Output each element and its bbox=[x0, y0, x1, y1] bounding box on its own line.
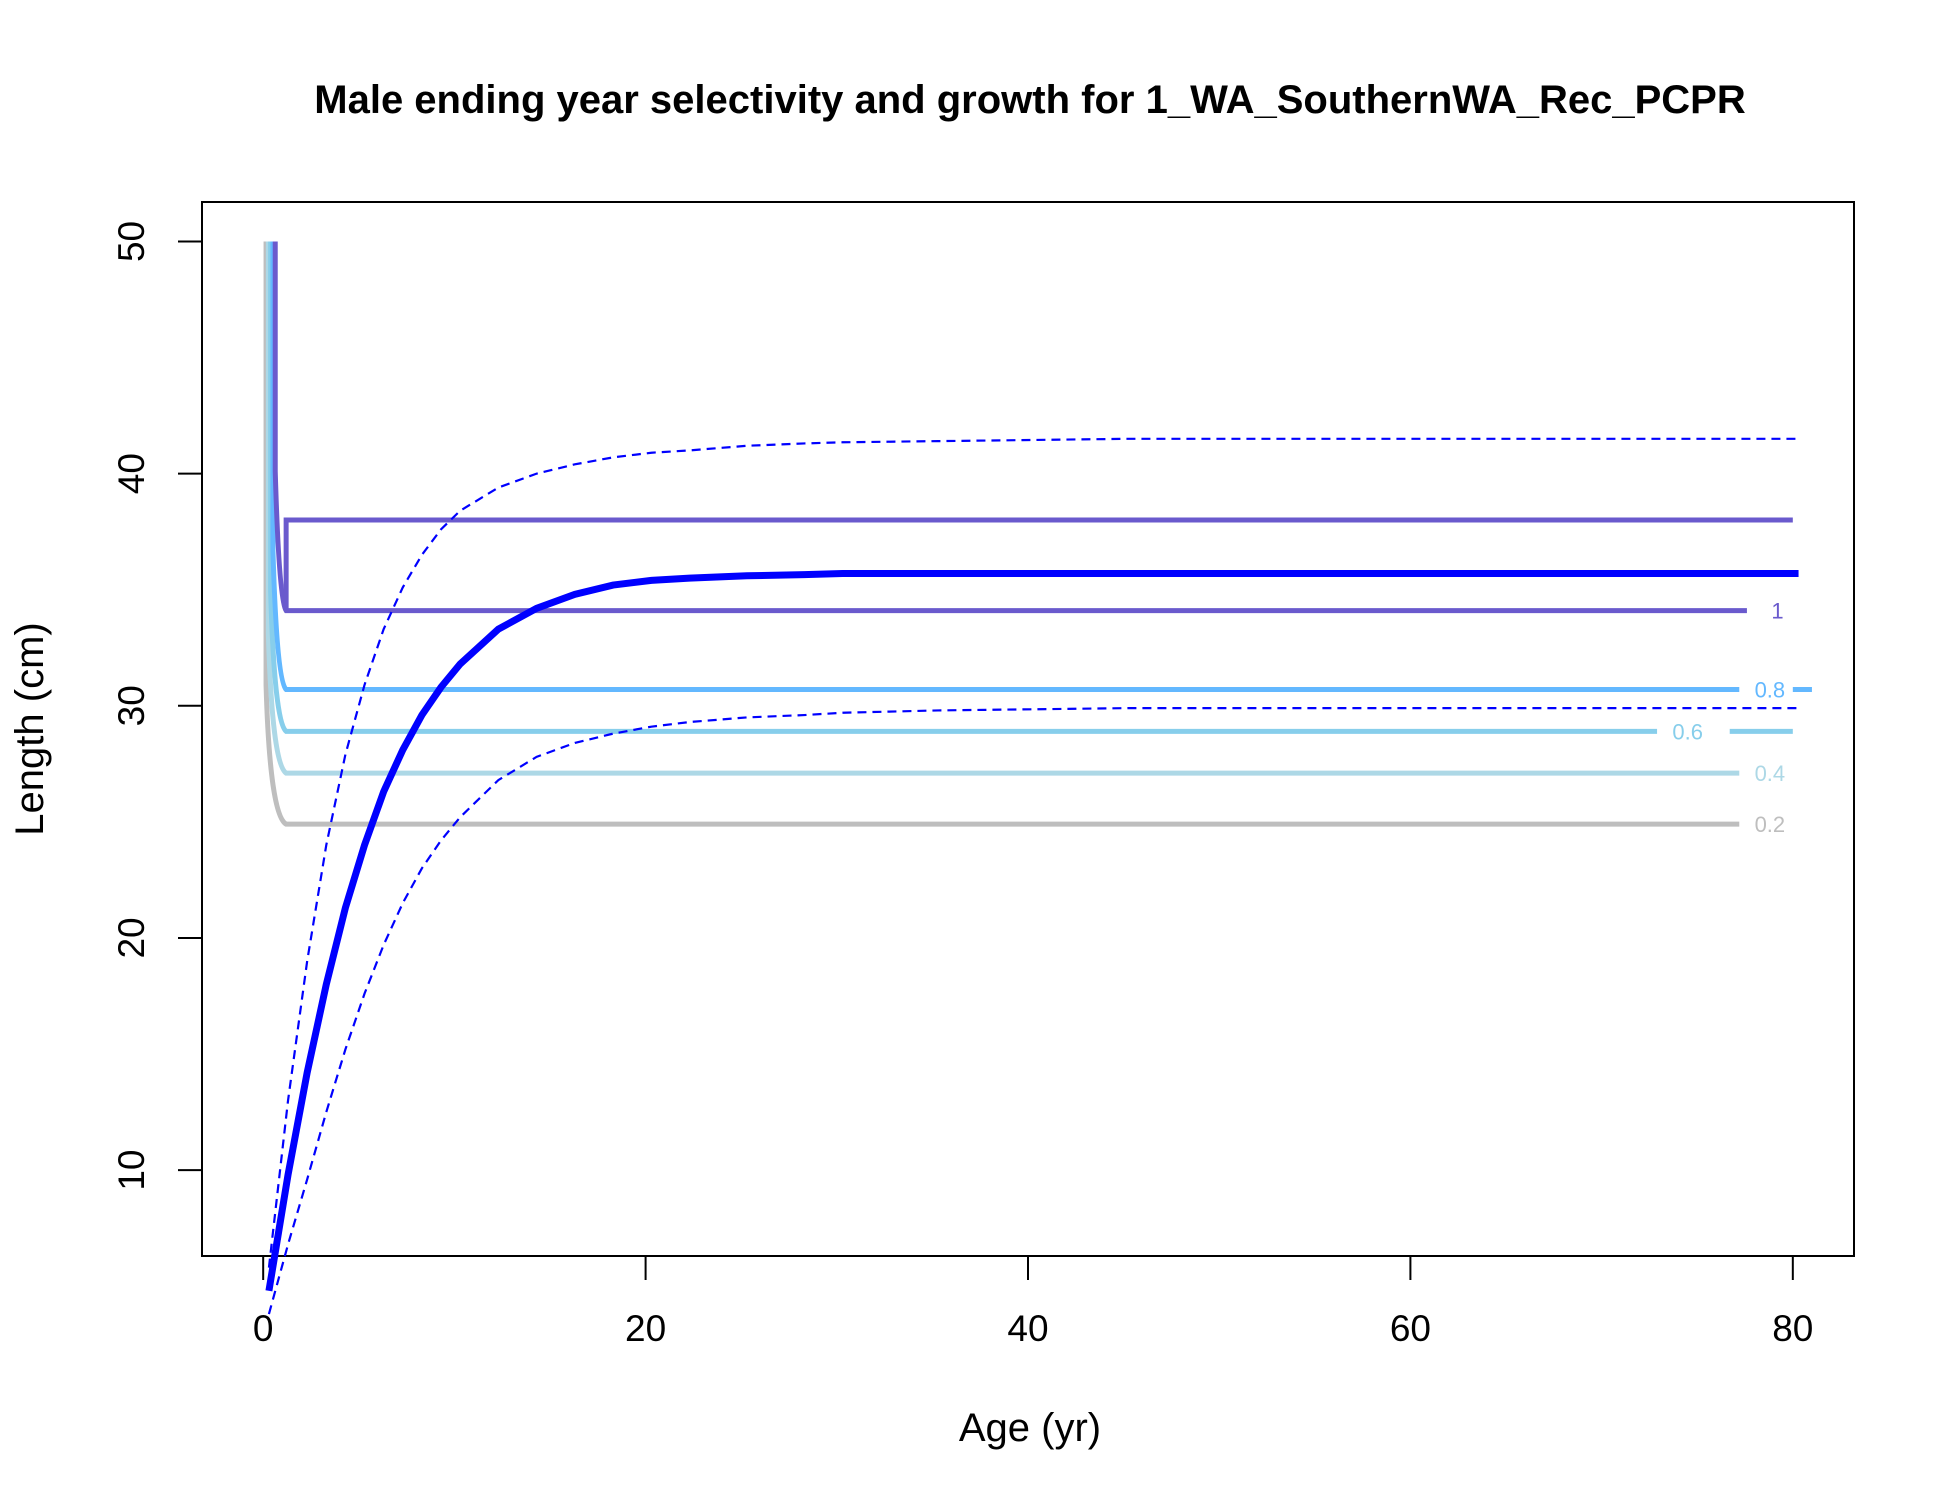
contour-level-label: 0.2 bbox=[1755, 812, 1786, 837]
selectivity-contour-line bbox=[265, 241, 1740, 776]
selectivity-contour-line bbox=[263, 241, 1740, 827]
x-tick-label: 60 bbox=[1390, 1308, 1431, 1349]
contour-level-label: 0.4 bbox=[1755, 761, 1786, 786]
contour-level-label: 1 bbox=[1771, 599, 1783, 624]
selectivity-contour-line bbox=[270, 241, 1740, 693]
growth-mean-line bbox=[265, 569, 1799, 1292]
x-axis: 0 20 40 60 80 bbox=[253, 1255, 1813, 1349]
selectivity-contour-line bbox=[272, 241, 1747, 614]
x-tick-label: 20 bbox=[625, 1308, 666, 1349]
contour-level-label: 0.8 bbox=[1755, 678, 1786, 703]
y-axis: 10 20 30 40 50 bbox=[111, 221, 203, 1191]
x-axis-label: Age (yr) bbox=[959, 1406, 1101, 1450]
x-tick-label: 0 bbox=[253, 1308, 274, 1349]
growth-curves bbox=[265, 437, 1799, 1315]
growth-lower-interval-line bbox=[267, 707, 1799, 1315]
chart-title: Male ending year selectivity and growth … bbox=[314, 78, 1746, 122]
growth-upper-interval-line bbox=[267, 437, 1799, 1268]
y-axis-label: Length (cm) bbox=[8, 622, 52, 835]
selectivity-contours: 0.2 0.4 0.6 0.8 1 bbox=[263, 241, 1812, 837]
y-tick-label: 20 bbox=[111, 917, 152, 958]
x-tick-label: 40 bbox=[1007, 1308, 1048, 1349]
y-tick-label: 50 bbox=[111, 221, 152, 262]
selectivity-contour-line bbox=[283, 517, 1793, 611]
contour-level-label: 0.6 bbox=[1672, 719, 1703, 744]
y-tick-label: 40 bbox=[111, 453, 152, 494]
y-tick-label: 30 bbox=[111, 685, 152, 726]
x-tick-label: 80 bbox=[1772, 1308, 1813, 1349]
selectivity-contour-line bbox=[268, 241, 1658, 734]
y-tick-label: 10 bbox=[111, 1150, 152, 1191]
